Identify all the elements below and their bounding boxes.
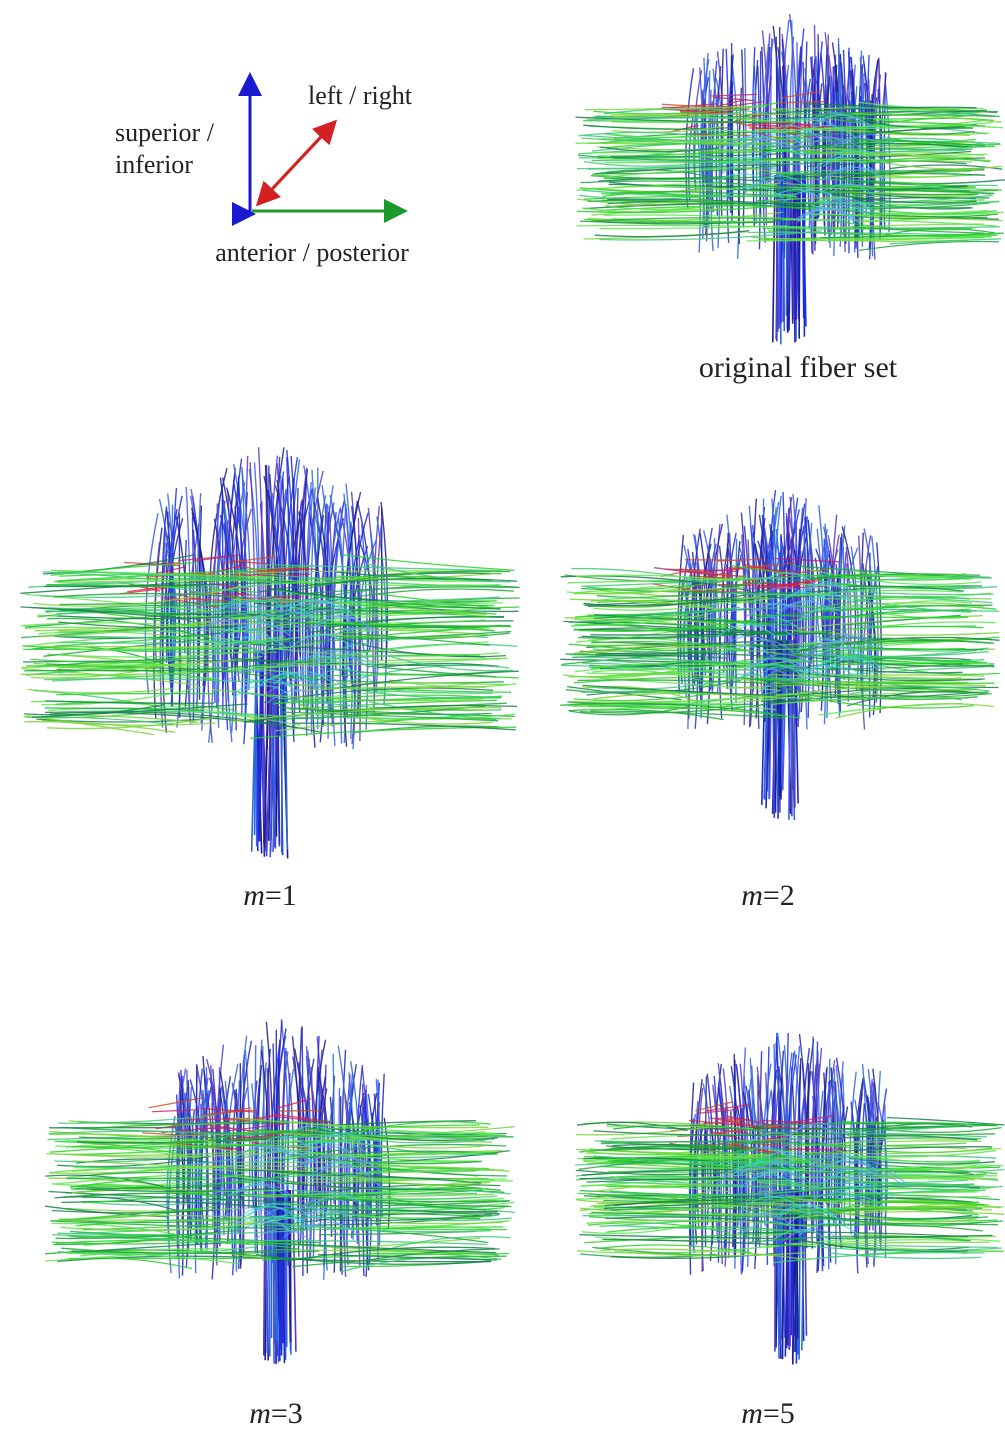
panel-caption: m=1 [243,879,297,912]
fiber-rendering [45,1019,515,1364]
fiber [862,1104,864,1206]
axis-label: anterior / posterior [215,238,409,267]
caption-symbol: m [741,1397,763,1429]
caption-symbol: m [249,1397,271,1429]
fiber [783,175,784,331]
fiber [193,516,194,723]
fiber [833,664,994,665]
fiber [859,242,999,251]
panel-caption: m=5 [741,1397,795,1429]
caption-value: =3 [271,1397,303,1429]
fiber [290,1190,291,1342]
fiber [798,175,799,319]
caption-value: =5 [763,1397,795,1429]
fiber [571,569,700,581]
caption-symbol: m [243,879,265,912]
fiber [152,1110,200,1112]
panel-caption: m=2 [741,879,795,912]
axis-label: left / right [308,81,413,110]
fiber-rendering [560,490,1000,820]
fiber [745,48,746,193]
fiber [374,1222,503,1223]
fiber-rendering [575,1033,1004,1365]
axis-arrow [260,124,333,202]
fiber [822,1225,983,1231]
fiber [698,1110,738,1114]
fiber [884,72,885,230]
caption-symbol: m [741,879,763,912]
orientation-legend: superior / inferior left / right anterio… [115,78,413,267]
axis-label: inferior [115,150,193,179]
axis-label: superior / [115,118,215,147]
fiber [595,231,749,237]
fiber [24,722,175,733]
figure: superior / inferior left / right anterio… [0,0,1005,1429]
fiber [863,592,994,594]
fiber [578,132,695,136]
fiber-rendering [20,447,520,858]
fiber [149,1098,202,1108]
caption-value: =2 [763,879,795,912]
panel-caption: original fiber set [699,351,898,384]
fiber [577,225,808,227]
fiber [279,1110,323,1111]
panel-caption: m=3 [249,1397,303,1429]
fiber-rendering [576,14,1005,344]
caption-value: =1 [265,879,297,912]
